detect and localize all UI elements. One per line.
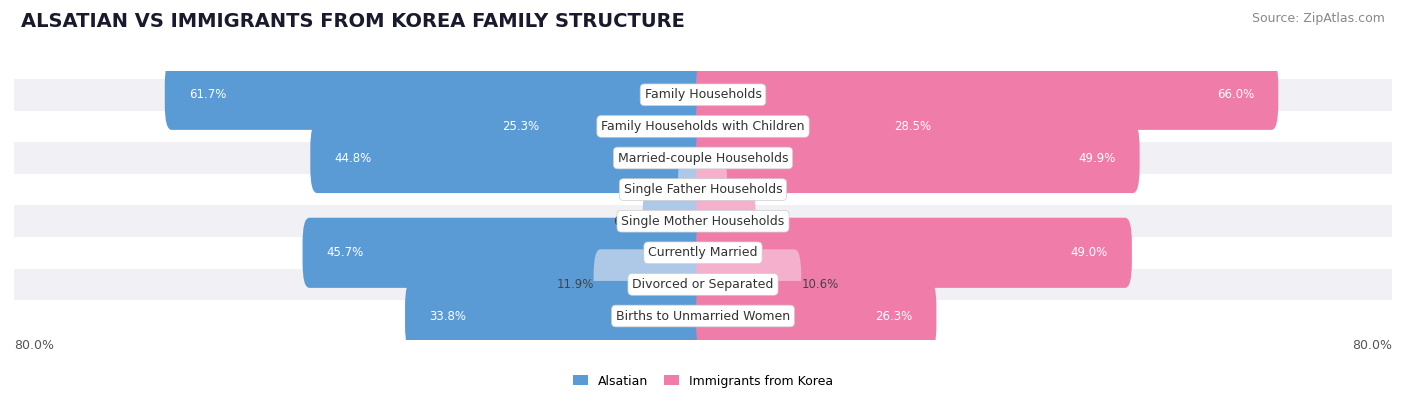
Text: 33.8%: 33.8%	[429, 310, 467, 322]
Text: 25.3%: 25.3%	[502, 120, 540, 133]
Bar	[0, 174, 1406, 205]
Text: 2.1%: 2.1%	[648, 183, 678, 196]
FancyBboxPatch shape	[165, 60, 710, 130]
FancyBboxPatch shape	[696, 218, 1132, 288]
Text: Births to Unmarried Women: Births to Unmarried Women	[616, 310, 790, 322]
Text: Family Households: Family Households	[644, 88, 762, 101]
Bar	[0, 237, 1406, 269]
FancyBboxPatch shape	[696, 154, 727, 225]
FancyBboxPatch shape	[593, 249, 710, 320]
Text: Divorced or Separated: Divorced or Separated	[633, 278, 773, 291]
Text: Family Households with Children: Family Households with Children	[602, 120, 804, 133]
Text: 61.7%: 61.7%	[188, 88, 226, 101]
Text: Source: ZipAtlas.com: Source: ZipAtlas.com	[1251, 12, 1385, 25]
Text: 49.9%: 49.9%	[1078, 152, 1115, 164]
Legend: Alsatian, Immigrants from Korea: Alsatian, Immigrants from Korea	[568, 370, 838, 393]
Text: 11.9%: 11.9%	[557, 278, 593, 291]
Text: 80.0%: 80.0%	[14, 339, 53, 352]
Text: Single Mother Households: Single Mother Households	[621, 215, 785, 228]
Text: 80.0%: 80.0%	[1353, 339, 1392, 352]
FancyBboxPatch shape	[696, 281, 936, 351]
Text: 5.3%: 5.3%	[755, 215, 785, 228]
Text: 26.3%: 26.3%	[875, 310, 912, 322]
Text: Single Father Households: Single Father Households	[624, 183, 782, 196]
FancyBboxPatch shape	[696, 249, 801, 320]
Text: 28.5%: 28.5%	[894, 120, 931, 133]
FancyBboxPatch shape	[696, 60, 1278, 130]
Bar	[0, 79, 1406, 111]
FancyBboxPatch shape	[643, 186, 710, 256]
FancyBboxPatch shape	[311, 123, 710, 193]
Bar	[0, 111, 1406, 142]
Text: ALSATIAN VS IMMIGRANTS FROM KOREA FAMILY STRUCTURE: ALSATIAN VS IMMIGRANTS FROM KOREA FAMILY…	[21, 12, 685, 31]
Bar	[0, 142, 1406, 174]
FancyBboxPatch shape	[478, 91, 710, 162]
Bar	[0, 300, 1406, 332]
FancyBboxPatch shape	[405, 281, 710, 351]
FancyBboxPatch shape	[696, 123, 1140, 193]
Text: Married-couple Households: Married-couple Households	[617, 152, 789, 164]
Bar	[0, 269, 1406, 300]
FancyBboxPatch shape	[696, 91, 955, 162]
Text: Currently Married: Currently Married	[648, 246, 758, 259]
Text: 45.7%: 45.7%	[326, 246, 364, 259]
FancyBboxPatch shape	[678, 154, 710, 225]
Text: 10.6%: 10.6%	[801, 278, 838, 291]
Text: 6.2%: 6.2%	[613, 215, 643, 228]
Text: 2.0%: 2.0%	[727, 183, 756, 196]
FancyBboxPatch shape	[302, 218, 710, 288]
Bar	[0, 205, 1406, 237]
Text: 44.8%: 44.8%	[335, 152, 371, 164]
Text: 49.0%: 49.0%	[1070, 246, 1108, 259]
Text: 66.0%: 66.0%	[1218, 88, 1254, 101]
FancyBboxPatch shape	[696, 186, 755, 256]
